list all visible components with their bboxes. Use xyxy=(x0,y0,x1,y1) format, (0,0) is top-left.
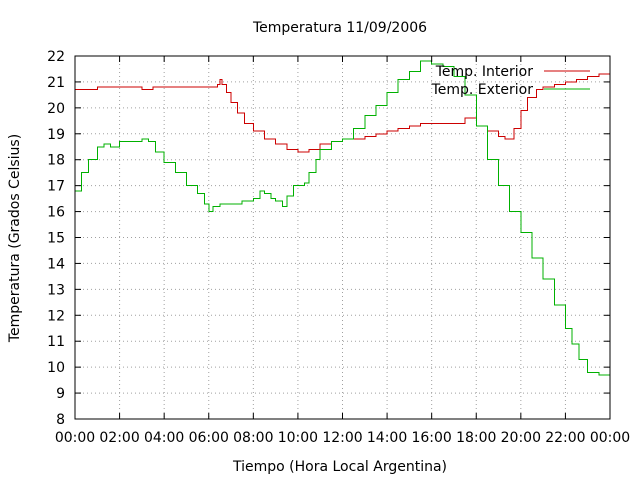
y-tick-label: 22 xyxy=(47,49,65,65)
y-tick-label: 9 xyxy=(56,386,65,402)
x-tick-label: 00:00 xyxy=(590,430,630,446)
y-tick-label: 15 xyxy=(47,231,65,247)
legend: Temp. Interior Temp. Exterior xyxy=(431,64,590,98)
y-tick-label: 8 xyxy=(56,412,65,428)
x-tick-label: 18:00 xyxy=(456,430,496,446)
chart-title: Temperatura 11/09/2006 xyxy=(252,20,427,36)
x-tick-label: 04:00 xyxy=(144,430,184,446)
y-tick-label: 21 xyxy=(47,75,65,91)
legend-label-exterior: Temp. Exterior xyxy=(431,82,534,98)
y-tick-label: 17 xyxy=(47,179,65,195)
y-tick-label: 12 xyxy=(47,308,65,324)
x-tick-label: 20:00 xyxy=(501,430,541,446)
x-tick-label: 06:00 xyxy=(189,430,229,446)
series-line-exterior xyxy=(75,60,611,399)
x-tick-label: 00:00 xyxy=(55,430,95,446)
y-tick-label: 14 xyxy=(47,256,65,272)
y-tick-labels: 8 9 10 11 12 13 14 15 16 17 18 19 20 21 22 xyxy=(47,49,65,428)
x-tick-label: 16:00 xyxy=(411,430,451,446)
grid xyxy=(74,55,611,420)
y-tick-label: 19 xyxy=(47,127,65,143)
y-tick-label: 20 xyxy=(47,101,65,117)
legend-label-interior: Temp. Interior xyxy=(435,64,534,80)
y-tick-label: 16 xyxy=(47,205,65,221)
x-axis-label: Tiempo (Hora Local Argentina) xyxy=(232,459,447,475)
x-tick-label: 12:00 xyxy=(322,430,362,446)
series-layer xyxy=(75,60,611,399)
x-tick-label: 02:00 xyxy=(99,430,139,446)
x-tick-label: 08:00 xyxy=(233,430,273,446)
y-tick-label: 18 xyxy=(47,153,65,169)
y-axis-label: Temperatura (Grados Celsius) xyxy=(7,134,23,343)
x-tick-label: 22:00 xyxy=(545,430,585,446)
y-tick-label: 13 xyxy=(47,282,65,298)
x-tick-label: 14:00 xyxy=(367,430,407,446)
y-tick-label: 11 xyxy=(47,334,65,350)
y-tick-label: 10 xyxy=(47,360,65,376)
ticks xyxy=(74,55,611,420)
x-tick-labels: 00:00 02:00 04:00 06:00 08:00 10:00 12:00 14:00… xyxy=(55,430,630,446)
x-tick-label: 10:00 xyxy=(278,430,318,446)
